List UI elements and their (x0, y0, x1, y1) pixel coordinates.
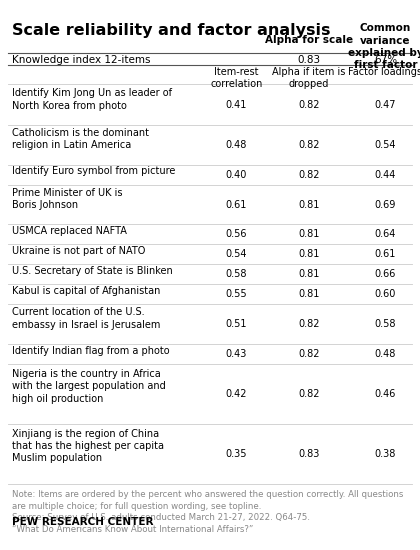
Text: 0.82: 0.82 (298, 389, 320, 399)
Text: 0.82: 0.82 (298, 100, 320, 110)
Text: Identify Kim Jong Un as leader of
North Korea from photo: Identify Kim Jong Un as leader of North … (13, 88, 173, 111)
Text: Identify Euro symbol from picture: Identify Euro symbol from picture (13, 166, 176, 176)
Text: 0.61: 0.61 (226, 200, 247, 210)
Text: 0.48: 0.48 (375, 349, 396, 359)
Text: 0.81: 0.81 (298, 289, 320, 299)
Text: 0.58: 0.58 (375, 319, 396, 329)
Text: Knowledge index 12-items: Knowledge index 12-items (13, 56, 151, 65)
Text: Catholicism is the dominant
religion in Latin America: Catholicism is the dominant religion in … (13, 128, 150, 150)
Text: 0.47: 0.47 (375, 100, 396, 110)
Text: PEW RESEARCH CENTER: PEW RESEARCH CENTER (13, 518, 154, 527)
Text: 0.81: 0.81 (298, 200, 320, 210)
Text: Item-rest
correlation: Item-rest correlation (210, 67, 262, 89)
Text: Xinjiang is the region of China
that has the highest per capita
Muslim populatio: Xinjiang is the region of China that has… (13, 428, 165, 463)
Text: 0.54: 0.54 (375, 140, 396, 150)
Text: 0.54: 0.54 (226, 249, 247, 260)
Text: U.S. Secretary of State is Blinken: U.S. Secretary of State is Blinken (13, 266, 173, 276)
Text: 0.83: 0.83 (297, 56, 320, 65)
Text: 67%: 67% (374, 56, 397, 65)
Text: Common
variance
explained by
first factor: Common variance explained by first facto… (348, 23, 420, 70)
Text: 0.69: 0.69 (375, 200, 396, 210)
Text: 0.42: 0.42 (226, 389, 247, 399)
Text: 0.60: 0.60 (375, 289, 396, 299)
Text: 0.44: 0.44 (375, 169, 396, 180)
Text: 0.82: 0.82 (298, 140, 320, 150)
Text: Current location of the U.S.
embassy in Israel is Jerusalem: Current location of the U.S. embassy in … (13, 307, 161, 330)
Text: 0.82: 0.82 (298, 349, 320, 359)
Text: 0.40: 0.40 (226, 169, 247, 180)
Text: Ukraine is not part of NATO: Ukraine is not part of NATO (13, 246, 146, 256)
Text: 0.81: 0.81 (298, 270, 320, 279)
Text: 0.38: 0.38 (375, 449, 396, 459)
Text: 0.83: 0.83 (298, 449, 320, 459)
Text: Prime Minister of UK is
Boris Johnson: Prime Minister of UK is Boris Johnson (13, 188, 123, 210)
Text: Identify Indian flag from a photo: Identify Indian flag from a photo (13, 345, 170, 356)
Text: Kabul is capital of Afghanistan: Kabul is capital of Afghanistan (13, 286, 161, 296)
Text: Alpha if item is
dropped: Alpha if item is dropped (272, 67, 346, 89)
Text: Factor loadings: Factor loadings (349, 67, 420, 77)
Text: 0.55: 0.55 (226, 289, 247, 299)
Text: 0.56: 0.56 (226, 229, 247, 239)
Text: 0.35: 0.35 (226, 449, 247, 459)
Text: 0.51: 0.51 (226, 319, 247, 329)
Text: 0.81: 0.81 (298, 229, 320, 239)
Text: 0.58: 0.58 (226, 270, 247, 279)
Text: 0.43: 0.43 (226, 349, 247, 359)
Text: 0.61: 0.61 (375, 249, 396, 260)
Text: 0.66: 0.66 (375, 270, 396, 279)
Text: 0.81: 0.81 (298, 249, 320, 260)
Text: Note: Items are ordered by the percent who answered the question correctly. All : Note: Items are ordered by the percent w… (13, 490, 404, 534)
Text: Scale reliability and factor analysis: Scale reliability and factor analysis (13, 23, 331, 38)
Text: USMCA replaced NAFTA: USMCA replaced NAFTA (13, 226, 127, 236)
Text: 0.64: 0.64 (375, 229, 396, 239)
Text: Alpha for scale: Alpha for scale (265, 35, 353, 45)
Text: 0.46: 0.46 (375, 389, 396, 399)
Text: Nigeria is the country in Africa
with the largest population and
high oil produc: Nigeria is the country in Africa with th… (13, 368, 166, 404)
Text: 0.48: 0.48 (226, 140, 247, 150)
Text: 0.82: 0.82 (298, 319, 320, 329)
Text: 0.82: 0.82 (298, 169, 320, 180)
Text: 0.41: 0.41 (226, 100, 247, 110)
